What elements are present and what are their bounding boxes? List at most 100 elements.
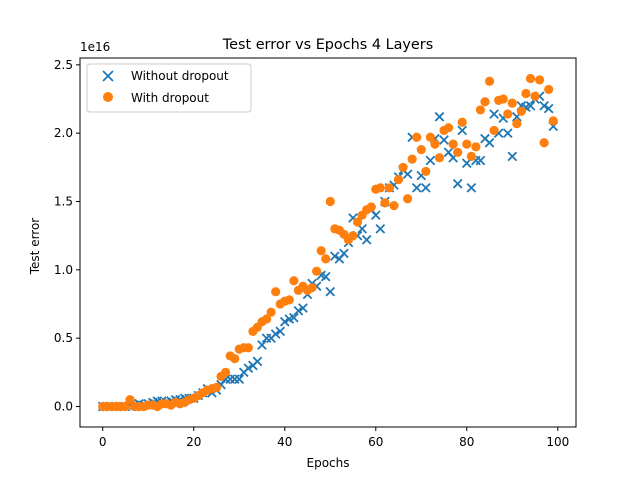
y-tick-label: 1.5 [54,195,73,209]
legend-label-without-dropout: Without dropout [131,69,229,83]
data-point-with-dropout [316,246,326,256]
data-point-with-dropout [530,91,540,101]
data-point-with-dropout [261,314,272,324]
data-point-without-dropout [457,125,468,136]
data-point-with-dropout [120,401,131,412]
chart-title: Test error vs Epochs 4 Layers [222,37,433,53]
data-point-with-dropout [462,139,472,149]
data-point-with-dropout [352,217,363,227]
data-point-with-dropout [425,132,435,142]
data-point-with-dropout [512,119,522,129]
data-point-with-dropout [544,84,554,95]
data-point-with-dropout [389,201,399,211]
data-point-without-dropout [370,210,381,221]
data-point-with-dropout [403,194,413,204]
data-point-with-dropout [348,231,358,241]
data-point-with-dropout [366,202,376,212]
data-point-without-dropout [502,128,513,139]
plot-frame [79,57,577,428]
data-point-without-dropout [298,303,308,313]
data-point-with-dropout [471,142,481,152]
data-point-without-dropout [539,100,549,111]
data-point-with-dropout [211,382,222,392]
data-point-without-dropout [525,100,536,111]
x-tick-label: 60 [368,435,383,449]
x-axis-label: Epochs [307,456,350,470]
data-point-without-dropout [361,234,372,245]
data-point-with-dropout [480,97,490,107]
x-tick-label: 40 [277,435,292,449]
data-point-with-dropout [516,106,526,116]
data-point-with-dropout [443,123,454,133]
data-point-with-dropout [489,125,499,136]
data-point-without-dropout [434,111,445,122]
data-point-with-dropout [271,287,281,297]
data-point-without-dropout [420,182,431,193]
data-point-with-dropout [466,151,476,161]
data-point-with-dropout [475,105,486,115]
data-point-without-dropout [375,223,386,234]
data-point-without-dropout [289,312,299,323]
y-axis-offset-label: 1e16 [80,40,110,54]
data-point-without-dropout [279,316,290,327]
data-point-without-dropout [252,356,263,367]
y-tick-label: 2.0 [54,126,73,140]
legend-marker-without-dropout [102,70,114,82]
data-point-without-dropout [320,271,331,282]
data-point-with-dropout [412,132,422,142]
data-point-with-dropout [398,162,408,172]
data-point-with-dropout [380,198,390,208]
data-point-with-dropout [548,116,558,126]
data-point-with-dropout [289,276,299,286]
legend-label-with-dropout: With dropout [131,91,209,105]
x-tick-label: 100 [546,435,569,449]
data-point-with-dropout [321,254,331,264]
data-points [97,73,559,412]
data-point-with-dropout [457,117,467,127]
data-point-with-dropout [221,367,231,377]
data-point-without-dropout [257,340,267,350]
data-point-with-dropout [434,153,445,163]
data-point-with-dropout [325,196,335,207]
data-point-without-dropout [270,329,281,339]
data-point-without-dropout [411,182,422,193]
data-point-without-dropout [234,374,245,385]
data-point-without-dropout [475,155,486,166]
data-point-with-dropout [507,98,517,108]
data-point-with-dropout [453,147,463,157]
data-point-without-dropout [484,137,495,148]
data-point-with-dropout [375,183,385,193]
x-tick-label: 0 [99,435,107,449]
data-point-without-dropout [339,248,349,259]
data-point-with-dropout [266,307,276,317]
data-point-with-dropout [498,94,508,104]
data-point-with-dropout [521,88,531,99]
data-point-with-dropout [125,395,135,405]
data-point-with-dropout [312,266,322,276]
data-point-without-dropout [439,135,449,145]
y-tick-label: 0.5 [54,331,73,345]
data-point-with-dropout [503,109,513,119]
data-point-with-dropout [534,75,545,85]
data-point-with-dropout [407,154,417,164]
legend-marker-with-dropout [103,92,113,102]
data-point-with-dropout [384,183,395,193]
data-point-with-dropout [539,138,549,148]
y-tick-label: 2.5 [54,58,73,72]
data-point-with-dropout [416,144,426,155]
data-point-without-dropout [425,155,436,166]
data-point-without-dropout [329,251,340,262]
data-point-without-dropout [325,286,336,297]
data-point-without-dropout [452,178,463,189]
data-point-without-dropout [466,182,477,193]
axis-ticks: 0 20 40 60 80 100 0.0 0.5 1.0 1.5 2.0 2.5 [54,58,569,449]
data-point-with-dropout [393,175,404,185]
x-tick-label: 80 [459,435,474,449]
data-point-with-dropout [307,283,317,293]
data-point-with-dropout [448,139,458,149]
legend-box [86,63,252,113]
data-point-without-dropout [489,109,499,119]
data-point-without-dropout [275,326,286,337]
x-tick-label: 20 [186,435,201,449]
y-tick-label: 1.0 [54,263,73,277]
